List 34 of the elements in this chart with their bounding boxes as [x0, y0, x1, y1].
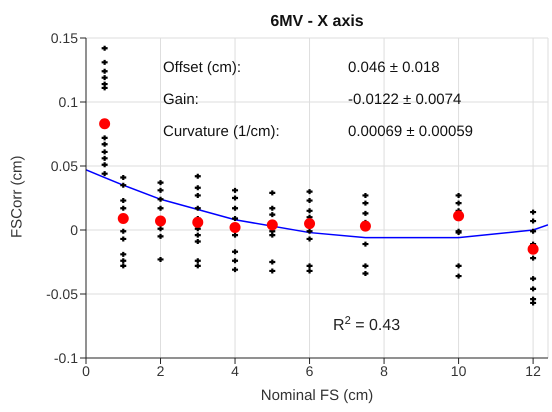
annotation: 0.046 ± 0.018 [348, 59, 440, 76]
y-tick-label: -0.1 [54, 350, 78, 366]
x-tick-label: 4 [231, 362, 240, 379]
y-axis-title: FSCorr (cm) [8, 156, 26, 238]
y-tick-label: -0.05 [46, 286, 78, 302]
y-tick-label: 0 [70, 222, 78, 238]
point [528, 244, 539, 255]
x-tick-label: 2 [156, 362, 165, 379]
annotation: Offset (cm): [163, 59, 242, 76]
x-tick-label: 0 [82, 362, 90, 379]
point [453, 210, 464, 222]
annotation: 0.00069 ± 0.00059 [348, 123, 474, 140]
point [304, 218, 316, 230]
point [118, 212, 129, 224]
y-tick-label: 0.15 [50, 30, 78, 46]
point [266, 219, 278, 230]
point [155, 216, 166, 227]
y-tick-label: 0.1 [58, 94, 78, 110]
y-tick-label: 0.05 [50, 158, 78, 174]
annotation: -0.0122 ± 0.0074 [348, 91, 462, 108]
x-tick-label: 6 [306, 362, 314, 379]
annotation: Curvature (1/cm): [163, 123, 280, 140]
point [99, 118, 110, 130]
point [230, 222, 241, 233]
x-tick-label: 10 [450, 362, 467, 379]
line-series [86, 169, 548, 238]
chart-title: 6MV - X axis [270, 13, 364, 30]
point [192, 216, 204, 228]
x-tick-label: 8 [380, 362, 388, 379]
x-tick-label: 12 [525, 362, 542, 379]
point [360, 220, 371, 232]
annotation: R$^{2}$ = 0.43 [333, 315, 400, 334]
x-axis-title: Nominal FS (cm) [260, 387, 374, 404]
annotation: Gain: [163, 91, 199, 108]
